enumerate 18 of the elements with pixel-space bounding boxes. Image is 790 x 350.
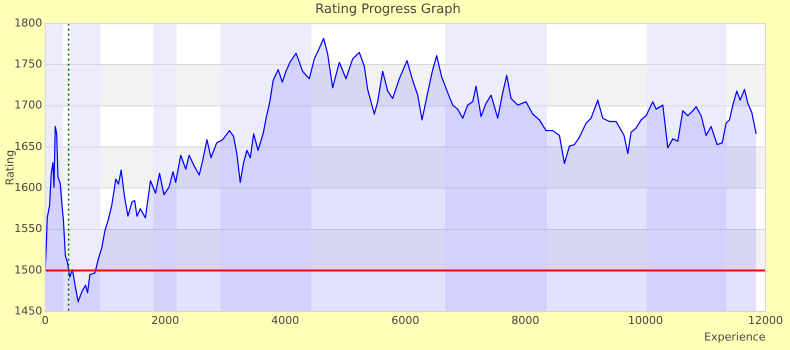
x-tick-label: 0 [42,314,49,328]
x-tick-label: 10000 [628,314,663,328]
y-tick-label: 1600 [14,181,42,194]
y-tick-label: 1750 [14,58,42,71]
y-axis-title: Rating [3,150,16,186]
y-tick-label: 1800 [14,16,42,30]
y-tick-label: 1500 [14,263,42,276]
x-axis-title: Experience [704,330,766,344]
x-tick-label: 4000 [271,314,300,328]
x-tick-label: 8000 [511,314,540,328]
chart-title: Rating Progress Graph [315,2,461,18]
y-tick-label: 1450 [14,304,42,318]
y-tick-label: 1700 [14,98,42,112]
x-tick-label: 2000 [151,314,180,328]
x-tick-label: 6000 [391,314,420,328]
x-tick-label: 12000 [748,314,784,328]
y-tick-label: 1650 [14,140,42,153]
y-tick-label: 1550 [14,222,42,236]
